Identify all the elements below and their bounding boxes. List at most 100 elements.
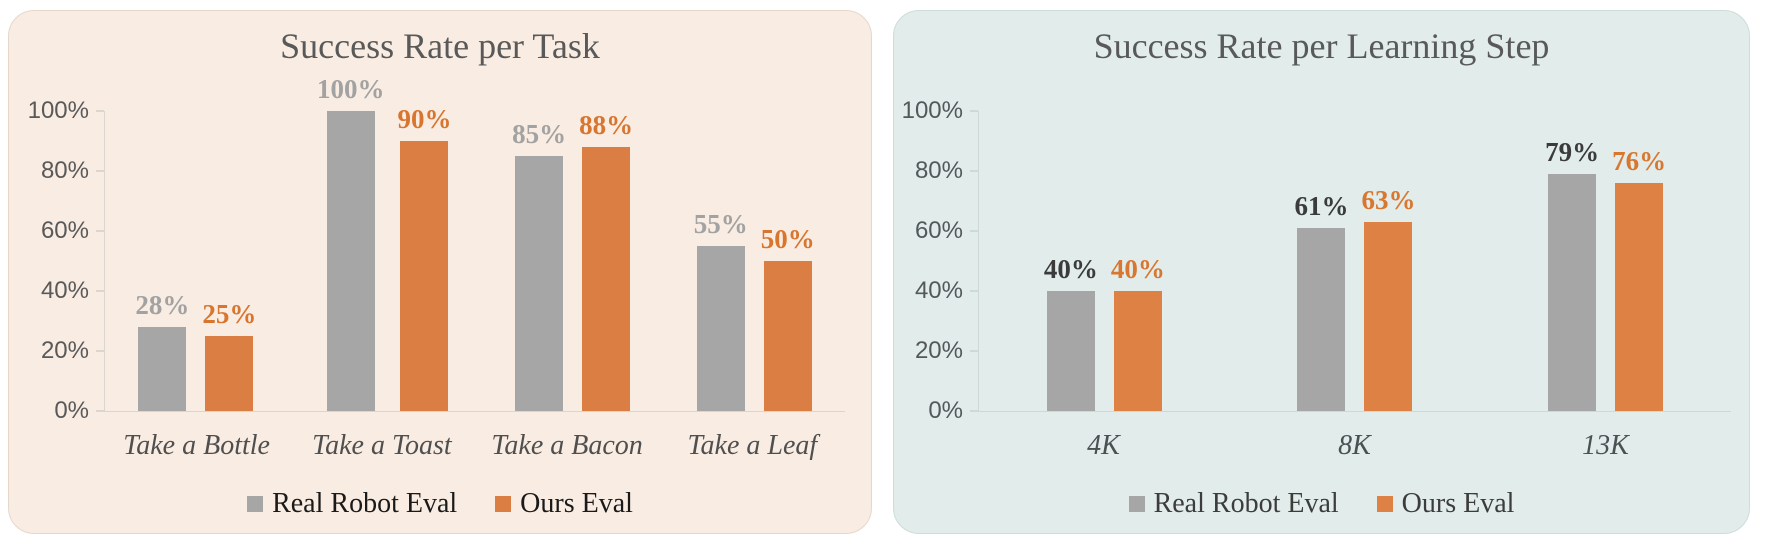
bar-group-4k: 40% 40% <box>1044 256 1165 411</box>
bar-group-take-a-leaf: 55% 50% <box>694 211 815 411</box>
bar-value-label: 76% <box>1612 146 1667 176</box>
legend: Real Robot Eval Ours Eval <box>9 489 871 519</box>
bar-ours-eval-take-a-bacon <box>582 147 631 411</box>
bar-group-13k: 79% 76% <box>1545 139 1666 411</box>
y-axis-tick <box>96 230 104 232</box>
bar-value-label: 50% <box>760 224 815 254</box>
legend-marker-ours-eval-icon <box>1376 496 1393 512</box>
bar-column-real-robot-eval-8k: 61% <box>1294 193 1348 411</box>
legend-label: Real Robot Eval <box>1153 488 1339 519</box>
x-axis-label-take-a-bacon: Take a Bacon <box>491 430 643 461</box>
y-axis-tick-label: 60% <box>40 217 89 244</box>
y-axis-tick <box>970 110 978 112</box>
bar-value-label: 55% <box>693 209 748 239</box>
bar-column-real-robot-eval-4k: 40% <box>1044 256 1098 411</box>
y-axis-tick-label: 40% <box>40 277 89 304</box>
chart-panel-success-rate-per-task: Success Rate per Task 0% 20% 40% 60% 80% 100%… <box>8 10 872 534</box>
y-axis-tick <box>970 230 978 232</box>
legend-marker-real-robot-eval-icon <box>1128 496 1145 512</box>
bar-ours-eval-take-a-bottle <box>205 336 254 411</box>
bar-column-ours-eval-4k: 40% <box>1111 256 1165 411</box>
y-axis-tick-label: 20% <box>40 337 89 364</box>
plot-area: 0% 20% 40% 60% 80% 100% 40% 40% 61% 63% 79% 76% <box>902 97 1731 424</box>
bar-real-robot-eval-take-a-leaf <box>696 246 745 411</box>
bar-value-label: 40% <box>1110 254 1165 284</box>
legend-item-ours-eval: Ours Eval <box>495 489 633 519</box>
bar-value-label: 25% <box>202 299 257 329</box>
bar-column-real-robot-eval-take-a-bacon: 85% <box>512 121 566 411</box>
bar-groups: 28% 25% 100% 90% 85% 88% 55% 50% <box>105 76 845 411</box>
chart-title: Success Rate per Task <box>280 26 600 66</box>
bar-real-robot-eval-take-a-bottle <box>138 327 187 411</box>
x-axis-label-take-a-leaf: Take a Leaf <box>687 430 818 461</box>
bar-ours-eval-take-a-leaf <box>763 261 812 411</box>
y-axis-tick <box>96 410 104 412</box>
y-axis-tick <box>96 110 104 112</box>
legend-item-real-robot-eval: Real Robot Eval <box>1128 488 1339 519</box>
bar-group-take-a-toast: 100% 90% <box>316 74 451 411</box>
bar-column-real-robot-eval-take-a-toast: 100% <box>316 74 385 411</box>
y-axis-tick-label: 80% <box>914 157 963 184</box>
bar-ours-eval-8k <box>1364 222 1413 411</box>
bar-group-8k: 61% 63% <box>1294 187 1415 411</box>
y-axis-tick <box>970 290 978 292</box>
y-axis-tick <box>970 170 978 172</box>
bar-real-robot-eval-4k <box>1046 291 1095 411</box>
legend-label: Ours Eval <box>1401 488 1515 519</box>
bar-value-label: 100% <box>316 74 385 104</box>
bar-value-label: 90% <box>397 104 452 134</box>
y-axis-tick-label: 80% <box>40 157 89 184</box>
bar-column-ours-eval-take-a-leaf: 50% <box>761 226 815 411</box>
bar-real-robot-eval-8k <box>1297 228 1346 411</box>
bar-column-real-robot-eval-take-a-bottle: 28% <box>135 292 189 411</box>
bar-value-label: 63% <box>1361 185 1416 215</box>
x-axis-labels: 4K 8K 13K <box>978 431 1731 461</box>
legend: Real Robot Eval Ours Eval <box>894 489 1749 519</box>
bar-column-real-robot-eval-13k: 79% <box>1545 139 1599 411</box>
bar-real-robot-eval-13k <box>1548 174 1597 411</box>
y-axis-tick <box>970 350 978 352</box>
bar-group-take-a-bottle: 28% 25% <box>135 292 256 411</box>
legend-label: Ours Eval <box>520 488 633 519</box>
y-axis-tick-label: 100% <box>901 97 963 124</box>
y-axis-tick-label: 0% <box>54 397 89 424</box>
bar-value-label: 88% <box>579 110 634 140</box>
y-axis-tick-label: 0% <box>928 397 963 424</box>
bar-ours-eval-13k <box>1615 183 1664 411</box>
legend-label: Real Robot Eval <box>272 488 458 519</box>
bar-value-label: 79% <box>1545 137 1600 167</box>
bar-column-ours-eval-8k: 63% <box>1361 187 1415 411</box>
bar-group-take-a-bacon: 85% 88% <box>512 112 633 411</box>
legend-item-real-robot-eval: Real Robot Eval <box>247 489 457 519</box>
x-axis-label-take-a-toast: Take a Toast <box>312 430 452 461</box>
x-axis-label-take-a-bottle: Take a Bottle <box>123 430 270 461</box>
y-axis-tick <box>96 350 104 352</box>
y-axis-tick-label: 100% <box>27 97 89 124</box>
bar-ours-eval-take-a-toast <box>400 141 449 411</box>
legend-marker-ours-eval-icon <box>495 496 512 512</box>
bar-column-ours-eval-take-a-toast: 90% <box>397 106 451 411</box>
bar-real-robot-eval-take-a-toast <box>326 111 375 411</box>
y-axis-tick <box>970 410 978 412</box>
bar-value-label: 85% <box>512 119 567 149</box>
x-axis-labels: Take a Bottle Take a Toast Take a Bacon Tak… <box>104 431 845 461</box>
legend-item-ours-eval: Ours Eval <box>1376 488 1515 519</box>
plot-area: 0% 20% 40% 60% 80% 100% 28% 25% 100% 90% 85% 88% 55%… <box>28 76 845 424</box>
x-axis-label-13k: 13K <box>1582 430 1629 461</box>
bar-value-label: 28% <box>135 290 190 320</box>
x-axis-label-8k: 8K <box>1338 430 1371 461</box>
y-axis-tick <box>96 290 104 292</box>
bar-column-ours-eval-13k: 76% <box>1612 148 1666 411</box>
chart-title: Success Rate per Learning Step <box>1093 26 1550 66</box>
x-axis-label-4k: 4K <box>1087 430 1120 461</box>
y-axis-tick-label: 60% <box>914 217 963 244</box>
legend-marker-real-robot-eval-icon <box>247 496 264 512</box>
bar-column-ours-eval-take-a-bottle: 25% <box>202 301 256 411</box>
bar-value-label: 40% <box>1043 254 1098 284</box>
bar-ours-eval-4k <box>1113 291 1162 411</box>
bar-column-ours-eval-take-a-bacon: 88% <box>579 112 633 411</box>
y-axis-tick-label: 40% <box>914 277 963 304</box>
bar-groups: 40% 40% 61% 63% 79% 76% <box>979 111 1731 411</box>
bar-real-robot-eval-take-a-bacon <box>515 156 564 411</box>
